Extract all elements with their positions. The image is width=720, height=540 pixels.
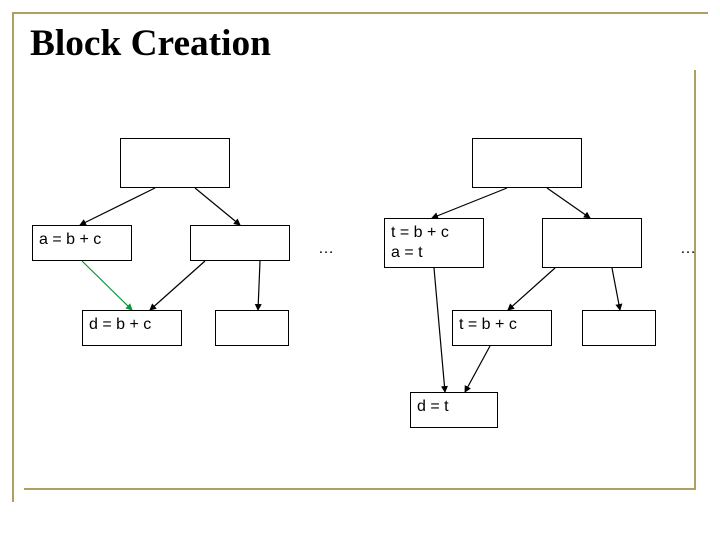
- node-right-mid-a-line2: a = t: [391, 244, 423, 261]
- ellipsis-right: …: [680, 240, 696, 258]
- node-left-bottom-a: d = b + c: [82, 310, 182, 346]
- node-left-mid-b: [190, 225, 290, 261]
- node-right-bottom-b: [582, 310, 656, 346]
- node-left-bottom-b: [215, 310, 289, 346]
- page-title: Block Creation: [30, 22, 271, 65]
- ellipsis-left: …: [318, 240, 334, 258]
- node-left-top: [120, 138, 230, 188]
- node-right-bottom2: d = t: [410, 392, 498, 428]
- node-right-mid-a-line1: t = b + c: [391, 224, 449, 241]
- node-right-mid-a: t = b + c a = t: [384, 218, 484, 268]
- node-left-mid-a: a = b + c: [32, 225, 132, 261]
- node-right-top: [472, 138, 582, 188]
- node-right-mid-b: [542, 218, 642, 268]
- node-right-bottom-a: t = b + c: [452, 310, 552, 346]
- inner-frame: [24, 70, 696, 490]
